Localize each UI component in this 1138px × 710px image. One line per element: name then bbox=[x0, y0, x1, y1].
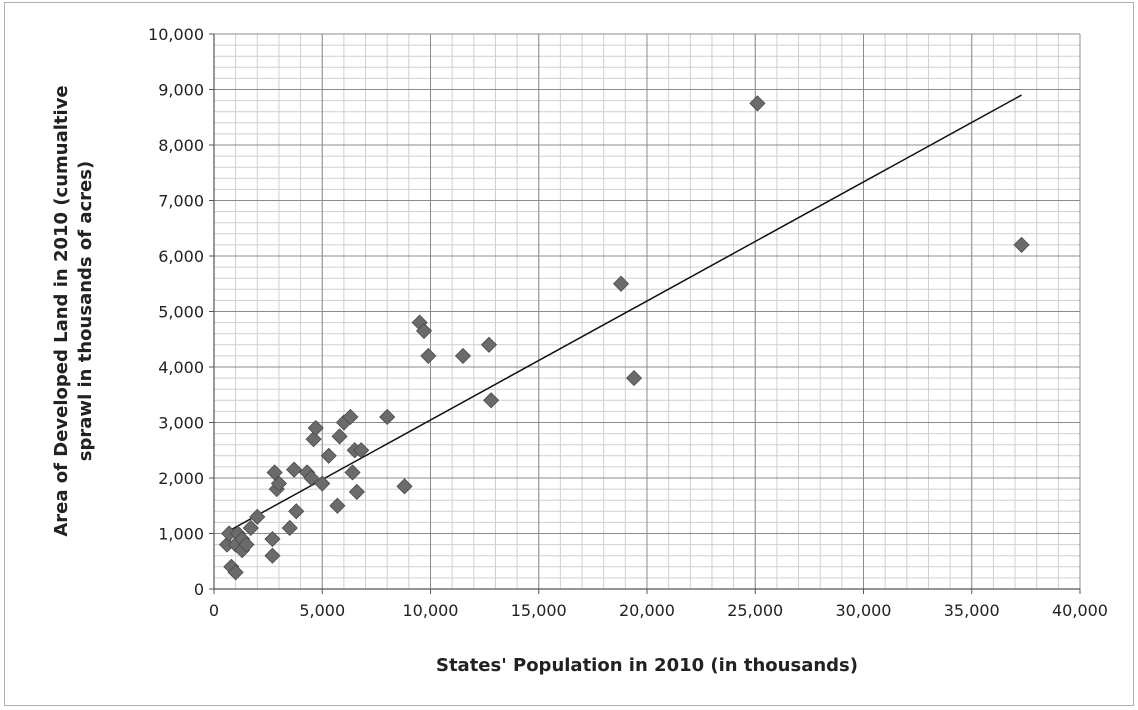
data-point bbox=[344, 464, 361, 481]
y-axis-title-line2: sprawl in thousands of acres) bbox=[75, 161, 96, 461]
y-tick-label: 9,000 bbox=[158, 81, 204, 100]
data-point bbox=[331, 428, 348, 445]
data-point bbox=[286, 461, 303, 478]
data-point bbox=[320, 447, 337, 464]
data-point bbox=[227, 564, 244, 581]
x-tick-label: 0 bbox=[209, 601, 219, 620]
data-point bbox=[305, 431, 322, 448]
data-point bbox=[749, 95, 766, 112]
x-tick-label: 20,000 bbox=[619, 601, 675, 620]
data-point bbox=[353, 442, 370, 459]
data-point bbox=[454, 347, 472, 364]
y-tick-labels: 0 1,000 2,000 3,000 4,000 5,000 6,000 7,000 8,00… bbox=[148, 25, 204, 599]
y-tick-label: 5,000 bbox=[158, 303, 204, 322]
y-tick-label: 8,000 bbox=[158, 136, 204, 155]
data-point bbox=[303, 469, 320, 487]
x-tick-label: 40,000 bbox=[1052, 601, 1108, 620]
data-point bbox=[612, 275, 630, 292]
data-point bbox=[264, 530, 281, 548]
data-point bbox=[483, 392, 500, 409]
y-tick-label: 10,000 bbox=[148, 25, 204, 44]
data-point bbox=[480, 336, 498, 353]
data-point bbox=[249, 508, 266, 525]
data-point bbox=[1013, 236, 1030, 253]
scatter-chart: 0 5,000 10,000 15,000 20,000 25,000 30,000 35,0… bbox=[51, 25, 1108, 676]
x-tick-label: 10,000 bbox=[403, 601, 459, 620]
y-tick-label: 0 bbox=[194, 580, 204, 599]
data-point bbox=[420, 347, 437, 364]
x-tick-label: 25,000 bbox=[727, 601, 783, 620]
y-tick-label: 7,000 bbox=[158, 192, 204, 211]
data-point bbox=[264, 547, 281, 564]
data-point bbox=[396, 478, 413, 495]
x-tick-label: 35,000 bbox=[944, 601, 1000, 620]
y-tick-label: 1,000 bbox=[158, 525, 204, 544]
data-point bbox=[307, 419, 324, 437]
data-point bbox=[281, 519, 298, 537]
data-point bbox=[288, 503, 305, 520]
data-point bbox=[348, 483, 365, 500]
data-point bbox=[242, 519, 259, 537]
data-point bbox=[238, 536, 255, 553]
y-tick-label: 2,000 bbox=[158, 469, 204, 488]
data-point bbox=[625, 370, 643, 387]
x-tick-labels: 0 5,000 10,000 15,000 20,000 25,000 30,000 35,0… bbox=[209, 601, 1108, 620]
y-tick-label: 6,000 bbox=[158, 247, 204, 266]
y-axis-title-line1: Area of Developed Land in 2010 (cumualti… bbox=[51, 85, 72, 536]
data-point bbox=[415, 322, 433, 339]
gridlines bbox=[213, 33, 1081, 590]
y-tick-label: 4,000 bbox=[158, 358, 204, 377]
x-tick-label: 15,000 bbox=[511, 601, 567, 620]
data-point bbox=[329, 497, 346, 514]
x-axis-title: States' Population in 2010 (in thousands… bbox=[436, 655, 858, 676]
data-point bbox=[379, 408, 396, 426]
x-tick-label: 30,000 bbox=[836, 601, 892, 620]
data-point bbox=[342, 408, 359, 426]
data-point bbox=[270, 475, 288, 492]
axes bbox=[209, 33, 1081, 594]
y-tick-label: 3,000 bbox=[158, 414, 204, 433]
x-tick-label: 5,000 bbox=[299, 601, 345, 620]
data-points bbox=[218, 95, 1030, 581]
data-point bbox=[314, 475, 331, 492]
chart-frame: 0 5,000 10,000 15,000 20,000 25,000 30,000 35,0… bbox=[4, 2, 1134, 706]
